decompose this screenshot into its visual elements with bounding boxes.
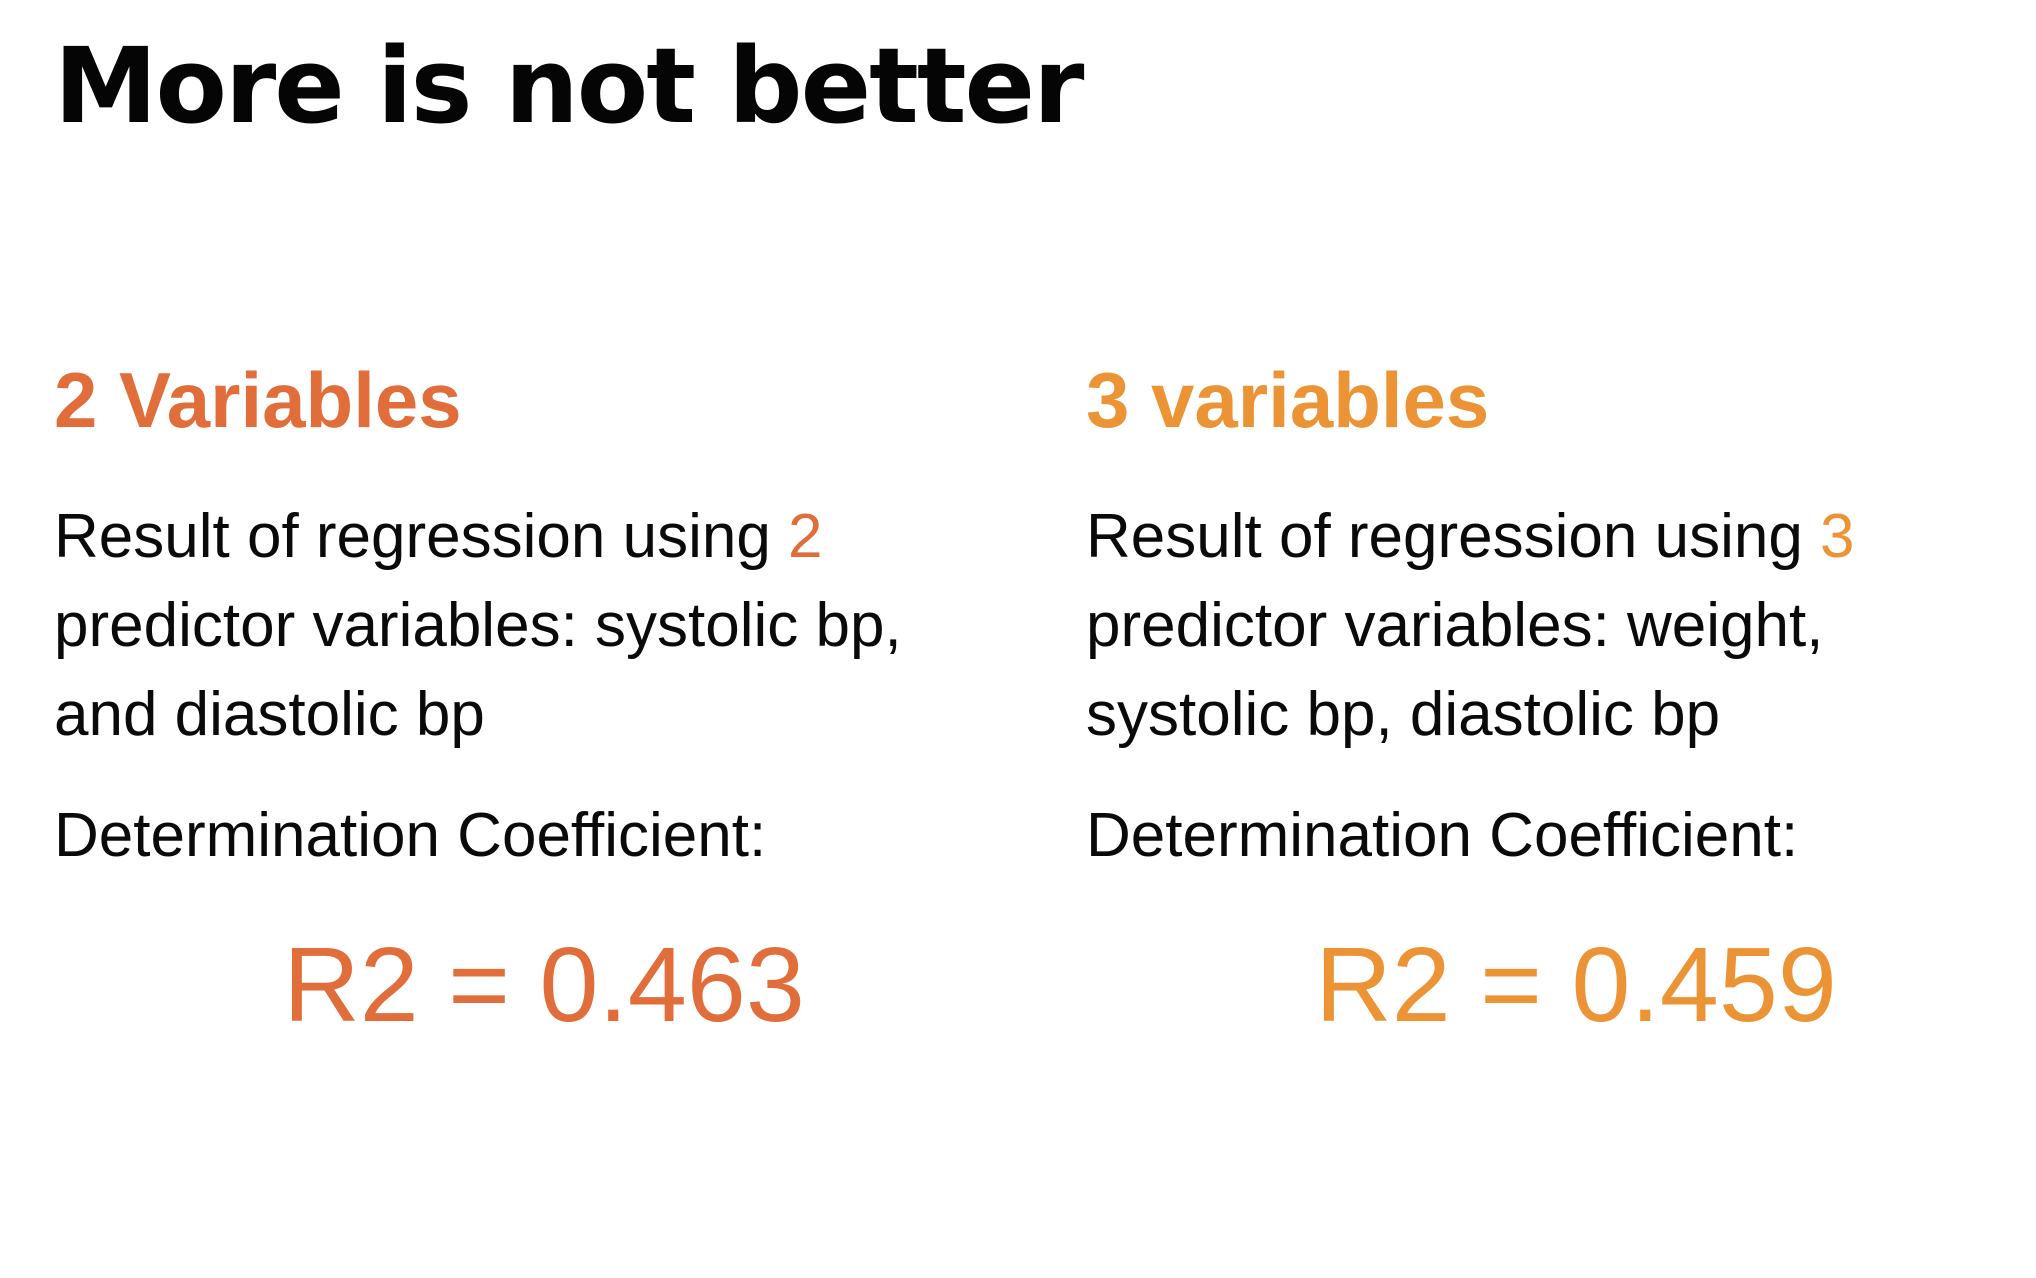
regression-description: Result of regression using 2 predictor v… — [54, 492, 974, 759]
r2-value: R2 = 0.463 — [283, 926, 805, 1044]
column-3-variables: 3 variables Result of regression using 3… — [1086, 340, 2036, 1050]
slide-title: More is not better — [54, 25, 1084, 147]
description-suffix: predictor variables: weight, systolic bp… — [1086, 591, 1824, 749]
regression-description: Result of regression using 3 predictor v… — [1086, 492, 2006, 759]
column-heading: 3 variables — [1086, 356, 1490, 444]
r2-value: R2 = 0.459 — [1315, 926, 1837, 1044]
column-2-variables: 2 Variables Result of regression using 2… — [54, 340, 1014, 1050]
predictor-count: 2 — [788, 502, 823, 571]
description-prefix: Result of regression using — [1086, 502, 1821, 571]
coefficient-label: Determination Coefficient: — [1086, 801, 1799, 870]
coefficient-label: Determination Coefficient: — [54, 801, 767, 870]
predictor-count: 3 — [1820, 502, 1855, 571]
description-prefix: Result of regression using — [54, 502, 789, 571]
description-suffix: predictor variables: systolic bp, and di… — [54, 591, 902, 749]
column-heading: 2 Variables — [54, 356, 462, 444]
